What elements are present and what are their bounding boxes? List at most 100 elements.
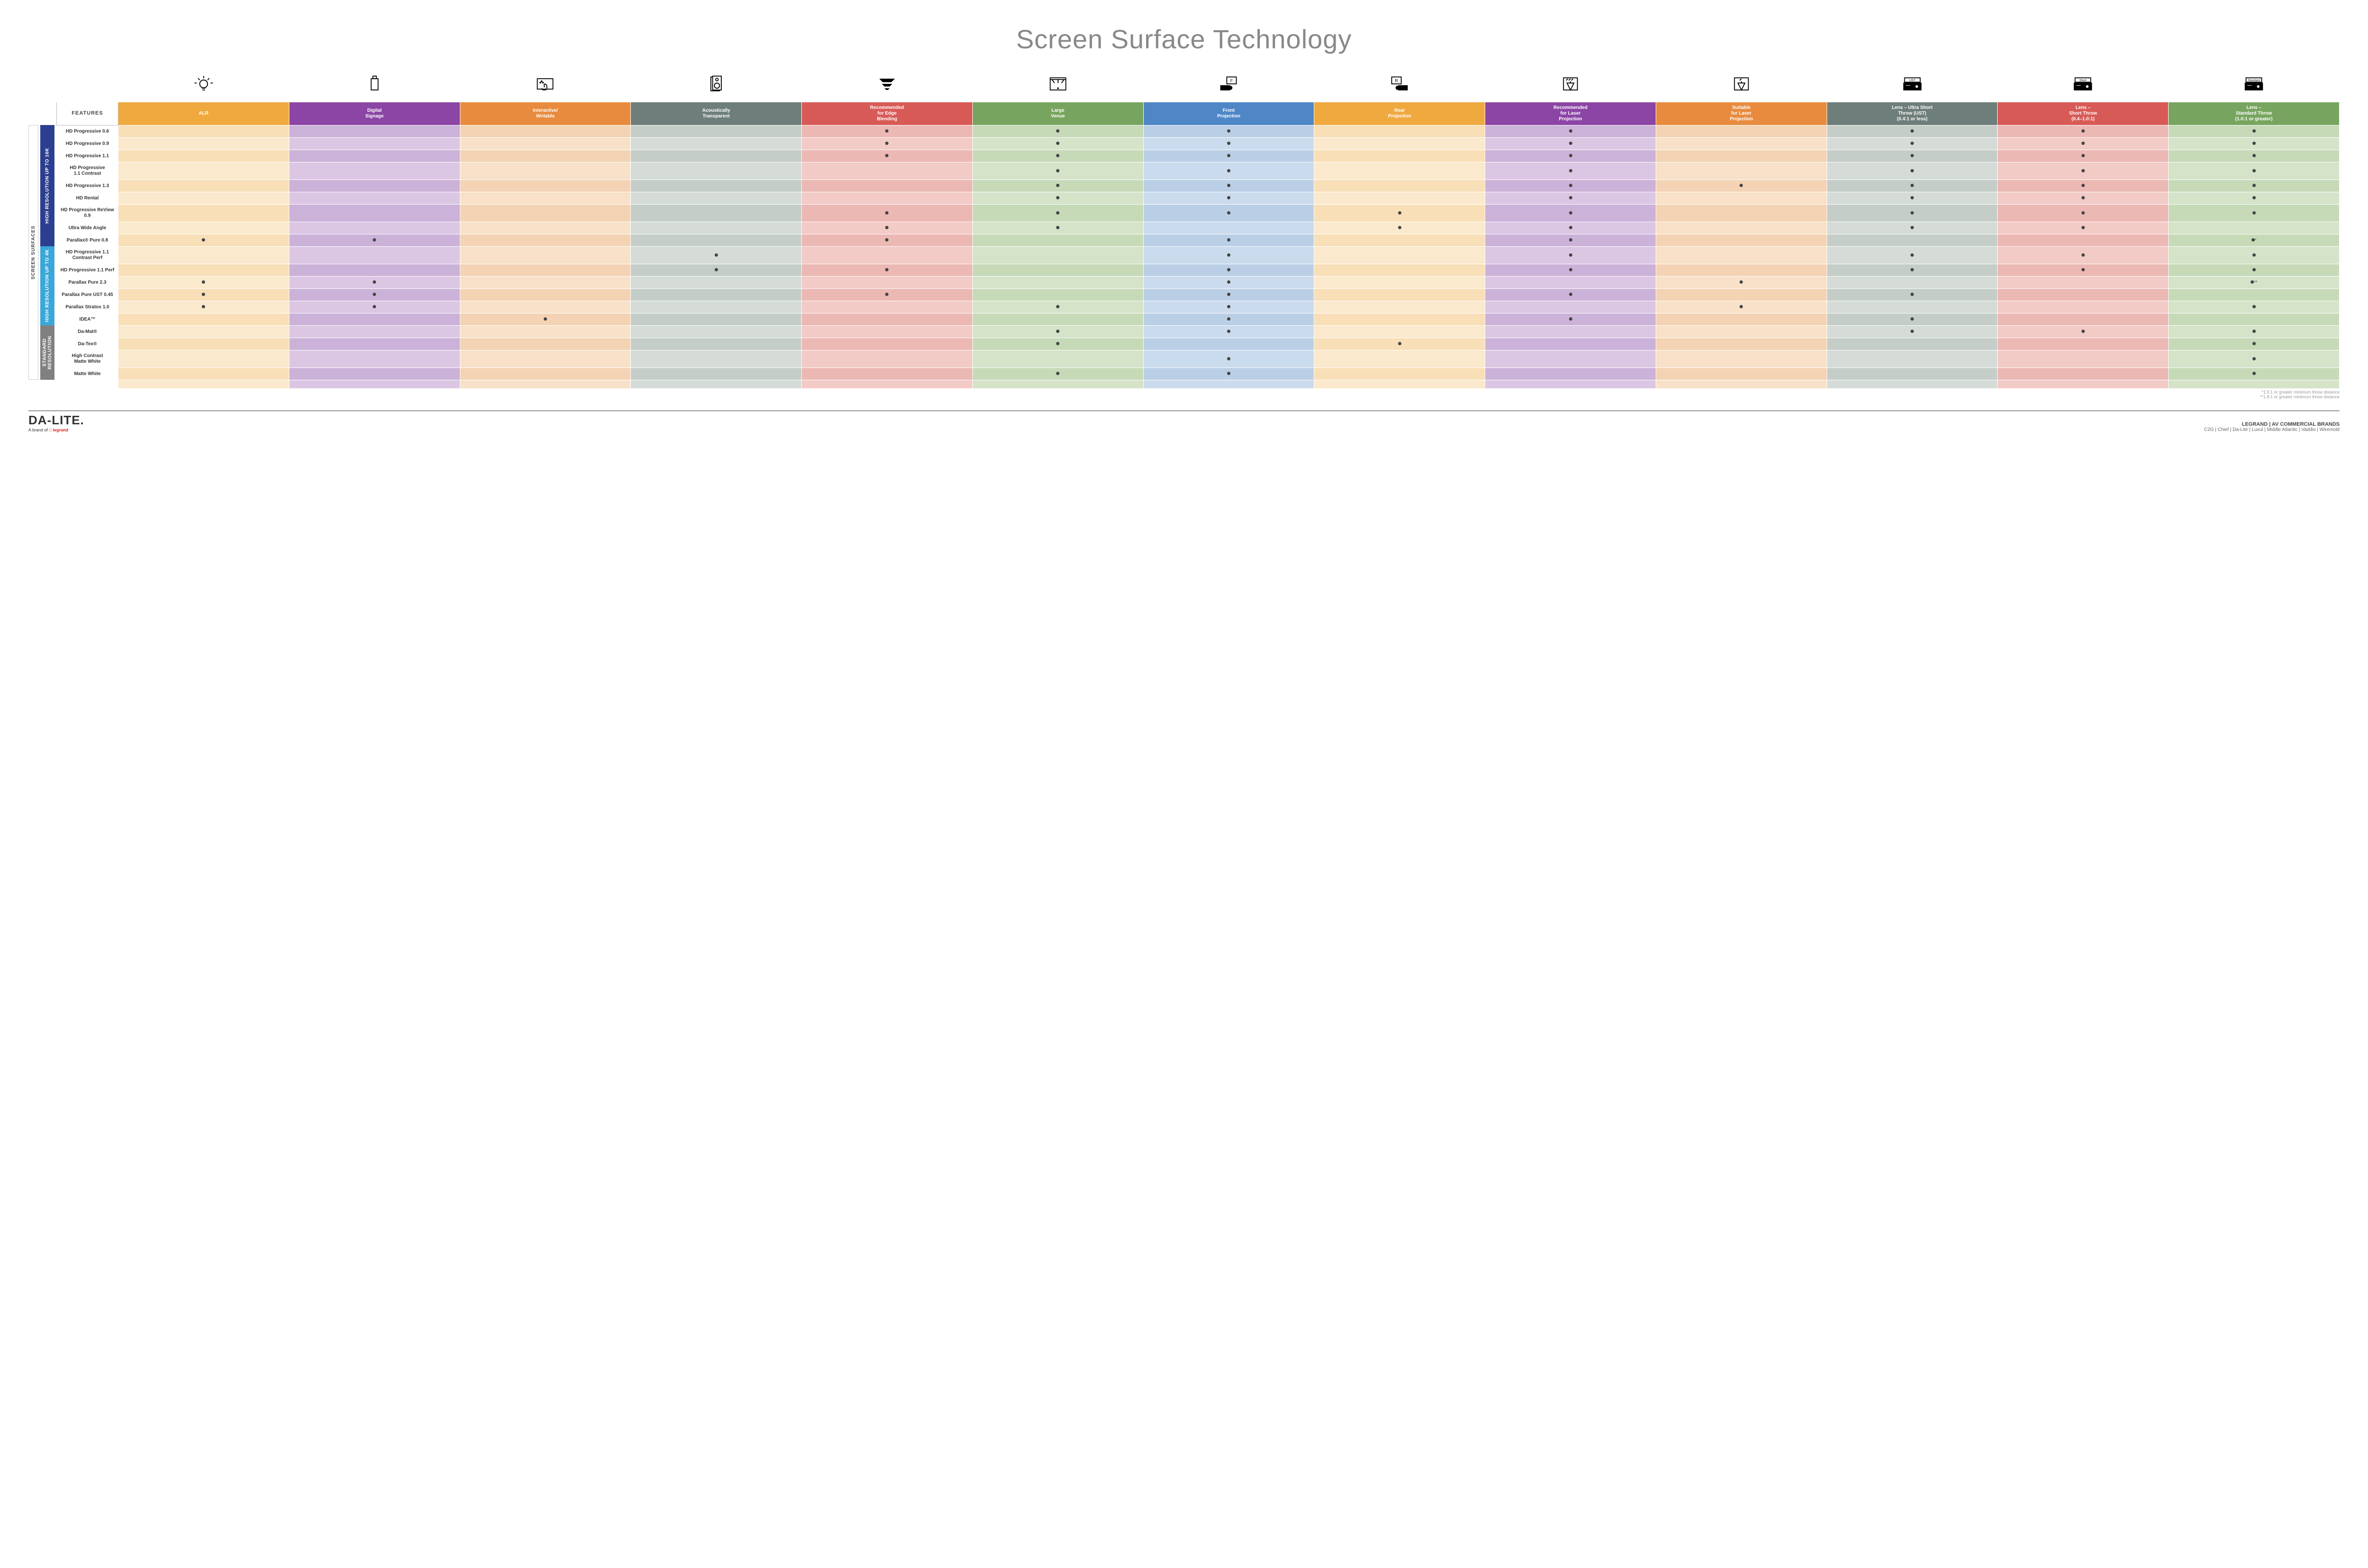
footnote-2: **1.8:1 or greater minimum throw distanc…	[56, 394, 2340, 399]
cell-std	[2169, 338, 2340, 350]
cell-short	[1998, 338, 2169, 350]
table-row: IDEA™	[57, 314, 2340, 326]
cell-signage	[289, 222, 460, 234]
col-header-edge: Recommendedfor EdgeBlending	[802, 102, 973, 125]
cell-edge	[802, 205, 973, 222]
row-group-labels: HIGH RESOLUTION UP TO 16KHIGH RESOLUTION…	[40, 69, 54, 399]
table-row: HD Progressive 1.3	[57, 180, 2340, 192]
cell-interactive	[460, 301, 631, 314]
cell-interactive	[460, 368, 631, 380]
row-label: HD Progressive 1.1Contrast Perf	[57, 247, 118, 264]
cell-laser_rec	[1485, 368, 1656, 380]
cell-interactive	[460, 277, 631, 289]
cell-acoustic	[631, 368, 802, 380]
cell-signage	[289, 192, 460, 205]
table-row: High ContrastMatte White	[57, 350, 2340, 368]
cell-ust	[1827, 314, 1998, 326]
cell-std	[2169, 326, 2340, 338]
row-label: HD Progressive 1.3	[57, 180, 118, 192]
cell-rear	[1314, 234, 1485, 247]
cell-laser_rec	[1485, 180, 1656, 192]
cell-signage	[289, 368, 460, 380]
cell-laser_suit	[1656, 350, 1827, 368]
features-header: FEATURES	[57, 102, 118, 125]
cell-rear	[1314, 192, 1485, 205]
col-header-ust: Lens – Ultra ShortThrow (UST)(0.4:1 or l…	[1827, 102, 1998, 125]
cell-rear	[1314, 205, 1485, 222]
cell-short	[1998, 314, 2169, 326]
cell-venue	[972, 338, 1143, 350]
cell-edge	[802, 277, 973, 289]
cell-alr	[118, 247, 289, 264]
table-row: Matte White	[57, 368, 2340, 380]
cell-alr	[118, 264, 289, 277]
cell-venue	[972, 205, 1143, 222]
cell-ust	[1827, 368, 1998, 380]
cell-laser_suit	[1656, 277, 1827, 289]
cell-laser_suit	[1656, 326, 1827, 338]
cell-std	[2169, 289, 2340, 301]
cell-venue	[972, 301, 1143, 314]
cell-edge	[802, 289, 973, 301]
header-icon-venue	[972, 69, 1143, 102]
cell-edge	[802, 368, 973, 380]
cell-interactive	[460, 234, 631, 247]
row-label: HD Progressive 1.1 Perf	[57, 264, 118, 277]
header-icon-signage	[289, 69, 460, 102]
row-label: Parallax Stratos 1.0	[57, 301, 118, 314]
table-row: HD Progressive 0.6	[57, 125, 2340, 138]
cell-ust	[1827, 125, 1998, 138]
cell-short	[1998, 150, 2169, 162]
col-header-std: Lens –Standard Throw(1.0:1 or greater)	[2169, 102, 2340, 125]
cell-alr	[118, 162, 289, 180]
table-row: Da-Mat®	[57, 326, 2340, 338]
cell-interactive	[460, 180, 631, 192]
cell-acoustic	[631, 350, 802, 368]
cell-rear	[1314, 368, 1485, 380]
cell-alr	[118, 125, 289, 138]
cell-rear	[1314, 277, 1485, 289]
cell-ust	[1827, 180, 1998, 192]
cell-front	[1143, 277, 1314, 289]
cell-venue	[972, 222, 1143, 234]
cell-interactive	[460, 162, 631, 180]
logo-block: DA-LITE. A brand of □ legrand	[28, 413, 84, 432]
cell-laser_suit	[1656, 180, 1827, 192]
cell-laser_suit	[1656, 222, 1827, 234]
header-icon-rear: R	[1314, 69, 1485, 102]
table-row: Parallax Pure 2.3**	[57, 277, 2340, 289]
cell-short	[1998, 222, 2169, 234]
cell-laser_rec	[1485, 277, 1656, 289]
cell-rear	[1314, 338, 1485, 350]
cell-acoustic	[631, 338, 802, 350]
cell-alr	[118, 289, 289, 301]
cell-acoustic	[631, 326, 802, 338]
row-label: HD Rental	[57, 192, 118, 205]
cell-front	[1143, 234, 1314, 247]
cell-laser_suit	[1656, 205, 1827, 222]
cell-signage	[289, 314, 460, 326]
cell-signage	[289, 138, 460, 150]
table-row: HD Rental	[57, 192, 2340, 205]
footnotes: *1.5:1 or greater minimum throw distance…	[56, 390, 2340, 399]
cell-edge	[802, 180, 973, 192]
cell-rear	[1314, 264, 1485, 277]
cell-short	[1998, 234, 2169, 247]
cell-edge	[802, 338, 973, 350]
col-header-signage: DigitalSignage	[289, 102, 460, 125]
cell-ust	[1827, 301, 1998, 314]
footnote-1: *1.5:1 or greater minimum throw distance	[56, 390, 2340, 394]
cell-front	[1143, 338, 1314, 350]
cell-acoustic	[631, 264, 802, 277]
header-icon-edge	[802, 69, 973, 102]
cell-rear	[1314, 314, 1485, 326]
cell-rear	[1314, 247, 1485, 264]
cell-alr	[118, 277, 289, 289]
cell-laser_rec	[1485, 350, 1656, 368]
row-label: HD Progressive ReView 0.9	[57, 205, 118, 222]
cell-std	[2169, 138, 2340, 150]
cell-edge	[802, 350, 973, 368]
cell-laser_rec	[1485, 234, 1656, 247]
cell-laser_rec	[1485, 326, 1656, 338]
cell-laser_suit	[1656, 338, 1827, 350]
